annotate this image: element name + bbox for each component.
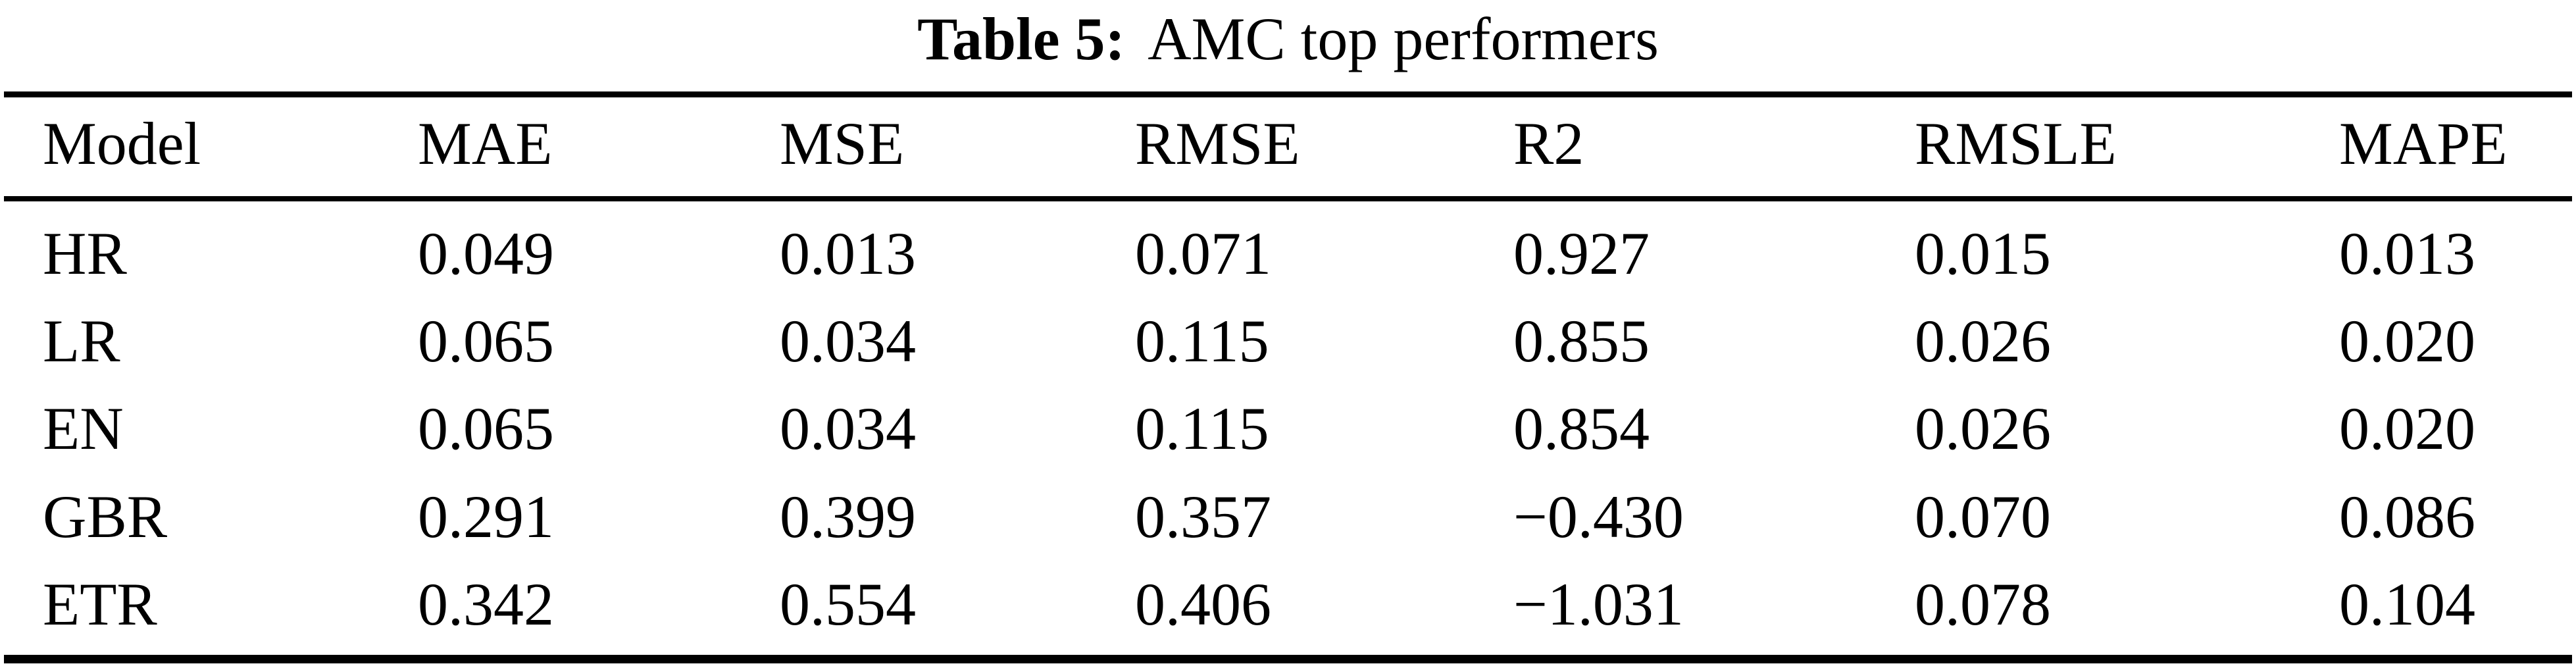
table-cell: −1.031 — [1513, 571, 1684, 638]
table-cell: 0.357 — [1135, 483, 1271, 550]
column-header-r2: R2 — [1513, 110, 1584, 177]
table-cell: 0.034 — [780, 307, 916, 374]
column-header-model: Model — [43, 110, 201, 177]
table-cell: 0.034 — [780, 395, 916, 462]
table-cell: 0.086 — [2339, 483, 2475, 550]
table-cell: 0.855 — [1513, 307, 1650, 374]
row-label: HR — [43, 220, 127, 287]
table-row: LR 0.065 0.034 0.115 0.855 0.026 0.020 — [0, 301, 2576, 381]
table-caption-text: AMC top performers — [1148, 5, 1659, 72]
table-top-rule — [4, 91, 2572, 97]
table-cell: 0.013 — [780, 220, 916, 287]
table-row: HR 0.049 0.013 0.071 0.927 0.015 0.013 — [0, 213, 2576, 294]
table-cell: 0.342 — [418, 571, 554, 638]
table-cell: 0.406 — [1135, 571, 1271, 638]
table-cell: −0.430 — [1513, 483, 1684, 550]
column-header-mae: MAE — [418, 110, 553, 177]
table-cell: 0.554 — [780, 571, 916, 638]
table-row: GBR 0.291 0.399 0.357 −0.430 0.070 0.086 — [0, 476, 2576, 557]
table-cell: 0.020 — [2339, 395, 2475, 462]
table-cell: 0.013 — [2339, 220, 2475, 287]
table-header-rule — [4, 196, 2572, 201]
table-cell: 0.015 — [1915, 220, 2051, 287]
table-cell: 0.020 — [2339, 307, 2475, 374]
table-caption: Table 5: AMC top performers — [0, 0, 2576, 78]
table-cell: 0.115 — [1135, 395, 1269, 462]
table-row: ETR 0.342 0.554 0.406 −1.031 0.078 0.104 — [0, 564, 2576, 644]
column-header-mse: MSE — [780, 110, 905, 177]
table-cell: 0.115 — [1135, 307, 1269, 374]
column-header-rmsle: RMSLE — [1915, 110, 2117, 177]
table-header-row: Model MAE MSE RMSE R2 RMSLE MAPE — [0, 103, 2576, 184]
table-cell: 0.854 — [1513, 395, 1650, 462]
row-label: LR — [43, 307, 120, 374]
table-cell: 0.399 — [780, 483, 916, 550]
table-cell: 0.049 — [418, 220, 554, 287]
table-cell: 0.065 — [418, 395, 554, 462]
table-cell: 0.104 — [2339, 571, 2475, 638]
table-cell: 0.026 — [1915, 307, 2051, 374]
table-cell: 0.070 — [1915, 483, 2051, 550]
table-bottom-rule — [4, 655, 2572, 663]
table-cell: 0.026 — [1915, 395, 2051, 462]
row-label: ETR — [43, 571, 157, 638]
table-caption-label: Table 5: — [917, 5, 1126, 72]
table-cell: 0.291 — [418, 483, 554, 550]
table-cell: 0.927 — [1513, 220, 1650, 287]
column-header-rmse: RMSE — [1135, 110, 1300, 177]
table-cell: 0.065 — [418, 307, 554, 374]
row-label: EN — [43, 395, 124, 462]
table-cell: 0.071 — [1135, 220, 1271, 287]
column-header-mape: MAPE — [2339, 110, 2508, 177]
row-label: GBR — [43, 483, 168, 550]
table-cell: 0.078 — [1915, 571, 2051, 638]
table-row: EN 0.065 0.034 0.115 0.854 0.026 0.020 — [0, 388, 2576, 469]
